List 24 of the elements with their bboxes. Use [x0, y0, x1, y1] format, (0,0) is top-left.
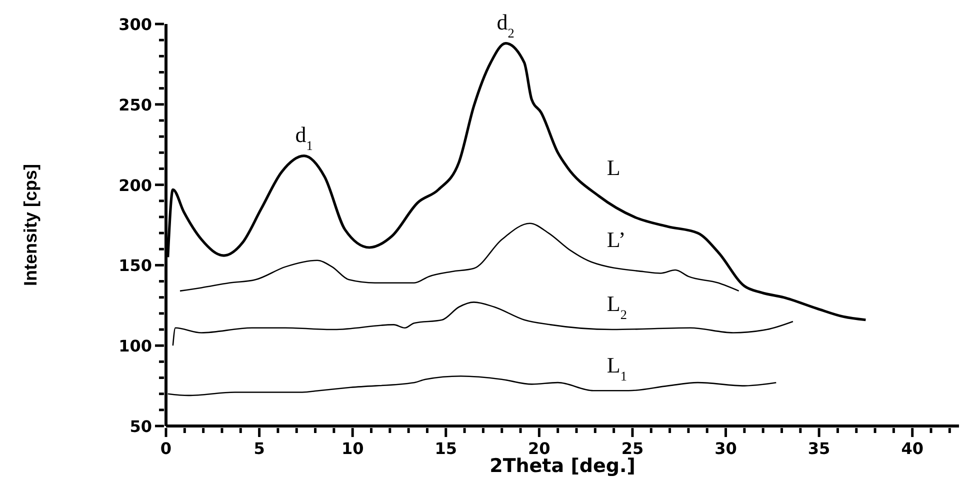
x-tick-label: 15 [434, 439, 458, 458]
y-tick-label: 200 [118, 176, 152, 195]
series-label: L’ [606, 226, 626, 252]
y-tick-label: 50 [130, 417, 152, 436]
x-tick-label: 0 [160, 439, 172, 458]
y-tick-label: 300 [118, 15, 152, 34]
series-label: L [606, 154, 620, 180]
annotation: d$_{1}$ [295, 122, 313, 152]
annotation: d$_{2}$ [496, 9, 514, 40]
series-label: L$_{2}$ [606, 291, 627, 322]
x-tick-label: 35 [808, 439, 830, 458]
y-tick-label: 100 [118, 336, 152, 356]
x-tick-label: 30 [714, 439, 737, 458]
x-tick-label: 20 [528, 439, 550, 458]
x-tick-label: 10 [341, 439, 364, 458]
x-tick-label: 25 [621, 439, 644, 458]
x-tick-label: 40 [901, 439, 924, 458]
x-axis-title: 2Theta [deg.] [490, 455, 636, 477]
y-tick-label: 150 [118, 256, 152, 276]
x-tick-label: 5 [254, 439, 265, 458]
y-tick-label: 250 [118, 95, 152, 114]
series-label: L$_{1}$ [606, 352, 627, 384]
y-axis-title: Intensity [cps] [20, 164, 40, 286]
line-series [179, 222, 740, 292]
